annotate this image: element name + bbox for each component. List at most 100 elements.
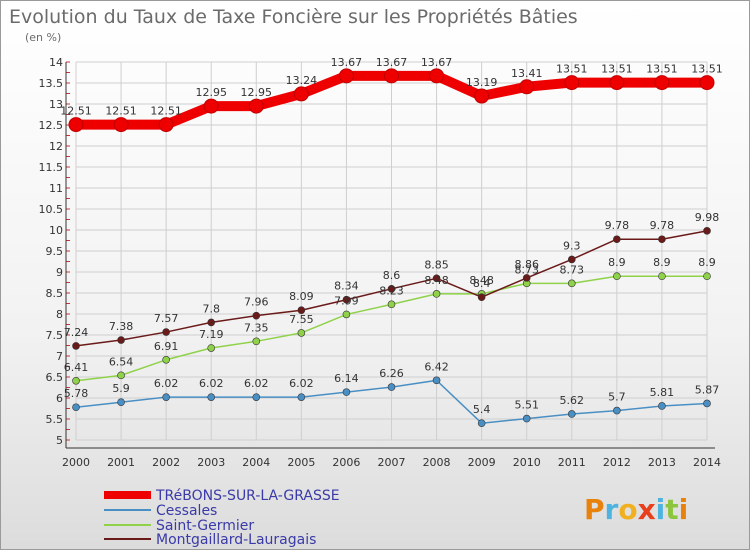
data-point [432, 290, 441, 298]
data-point [432, 274, 441, 283]
x-tick-label: 2007 [378, 456, 406, 469]
data-label: 6.54 [109, 355, 134, 368]
legend-label: TRéBONS-SUR-LA-GRASSE [155, 488, 340, 504]
data-point [297, 306, 306, 315]
data-label: 5.78 [64, 387, 89, 400]
x-tick-label: 2002 [152, 456, 180, 469]
data-label: 6.42 [424, 360, 449, 373]
y-tick-label: 8.5 [46, 287, 64, 300]
data-label: 7.57 [154, 312, 179, 325]
data-point [158, 117, 174, 133]
y-tick-label: 9 [56, 266, 63, 279]
y-tick-label: 10.5 [39, 203, 64, 216]
data-point [72, 342, 80, 350]
data-point [207, 393, 216, 401]
y-tick-label: 8 [56, 308, 63, 321]
y-tick-label: 6 [56, 392, 63, 405]
data-label: 5.4 [473, 403, 491, 416]
data-label: 8.86 [514, 258, 539, 271]
data-point [613, 406, 621, 415]
x-tick-label: 2011 [558, 456, 586, 469]
data-point [248, 98, 264, 114]
data-label: 6.02 [244, 377, 269, 390]
data-point [477, 293, 486, 302]
data-point [474, 88, 490, 104]
x-tick-label: 2000 [62, 456, 90, 469]
data-label: 5.62 [560, 394, 585, 407]
chart-subtitle: (en %) [25, 31, 61, 44]
data-point [297, 393, 306, 401]
data-label: 8.85 [424, 258, 449, 271]
data-label: 13.67 [421, 56, 453, 69]
x-tick-label: 2012 [603, 456, 631, 469]
data-label: 12.95 [195, 86, 227, 99]
data-point [252, 311, 261, 320]
data-point [342, 388, 351, 396]
data-point [567, 410, 576, 418]
y-tick-label: 10 [49, 224, 63, 237]
data-label: 5.87 [695, 383, 720, 396]
data-point [477, 419, 486, 428]
data-point [658, 272, 666, 281]
data-point [703, 399, 711, 408]
data-label: 5.81 [650, 386, 675, 399]
data-point [72, 376, 80, 385]
data-point [113, 117, 129, 133]
data-point [654, 75, 670, 91]
data-point [613, 272, 621, 281]
data-label: 9.3 [563, 239, 581, 252]
data-point [387, 383, 396, 391]
data-point [703, 227, 711, 235]
data-point [117, 371, 125, 380]
data-label: 5.7 [608, 391, 626, 404]
data-point [207, 344, 216, 352]
data-point [387, 284, 396, 293]
y-tick-label: 5.5 [46, 413, 64, 426]
data-point [387, 300, 396, 309]
data-point [567, 279, 576, 288]
data-label: 7.19 [199, 328, 224, 341]
data-label: 13.24 [286, 74, 318, 87]
data-label: 9.78 [605, 219, 630, 232]
legend-label: Saint-Germier [156, 518, 254, 534]
data-label: 13.67 [331, 56, 363, 69]
x-tick-label: 2001 [107, 456, 135, 469]
data-label: 13.51 [646, 63, 678, 76]
data-label: 12.51 [105, 105, 137, 118]
data-label: 8.48 [469, 274, 494, 287]
x-tick-label: 2004 [242, 456, 270, 469]
data-point [342, 295, 351, 304]
data-label: 9.78 [650, 219, 675, 232]
y-tick-label: 7.5 [46, 329, 64, 342]
data-point [162, 393, 170, 401]
y-tick-label: 6.5 [46, 371, 64, 384]
data-label: 7.24 [64, 326, 89, 339]
data-label: 8.48 [424, 274, 449, 287]
data-label: 5.51 [514, 399, 539, 412]
data-label: 8.73 [514, 263, 539, 276]
data-label: 13.51 [691, 63, 723, 76]
data-label: 7.38 [109, 320, 134, 333]
data-point [658, 402, 666, 410]
y-tick-label: 13 [49, 98, 63, 111]
data-label: 13.41 [511, 67, 543, 80]
data-label: 5.9 [112, 382, 130, 395]
data-label: 12.51 [150, 105, 182, 118]
data-point [522, 274, 531, 282]
legend-label: Cessales [156, 503, 217, 519]
y-tick-label: 9.5 [46, 245, 64, 258]
data-point [519, 79, 535, 95]
data-point [117, 336, 125, 344]
data-point [338, 68, 354, 84]
data-point [699, 75, 715, 91]
y-tick-label: 11.5 [39, 161, 64, 174]
data-point [293, 86, 309, 102]
data-label: 8.9 [698, 256, 716, 269]
data-label: 6.41 [64, 361, 89, 374]
data-label: 6.02 [199, 377, 224, 390]
data-point [162, 355, 170, 364]
x-tick-label: 2010 [513, 456, 541, 469]
y-tick-label: 5 [56, 434, 63, 447]
